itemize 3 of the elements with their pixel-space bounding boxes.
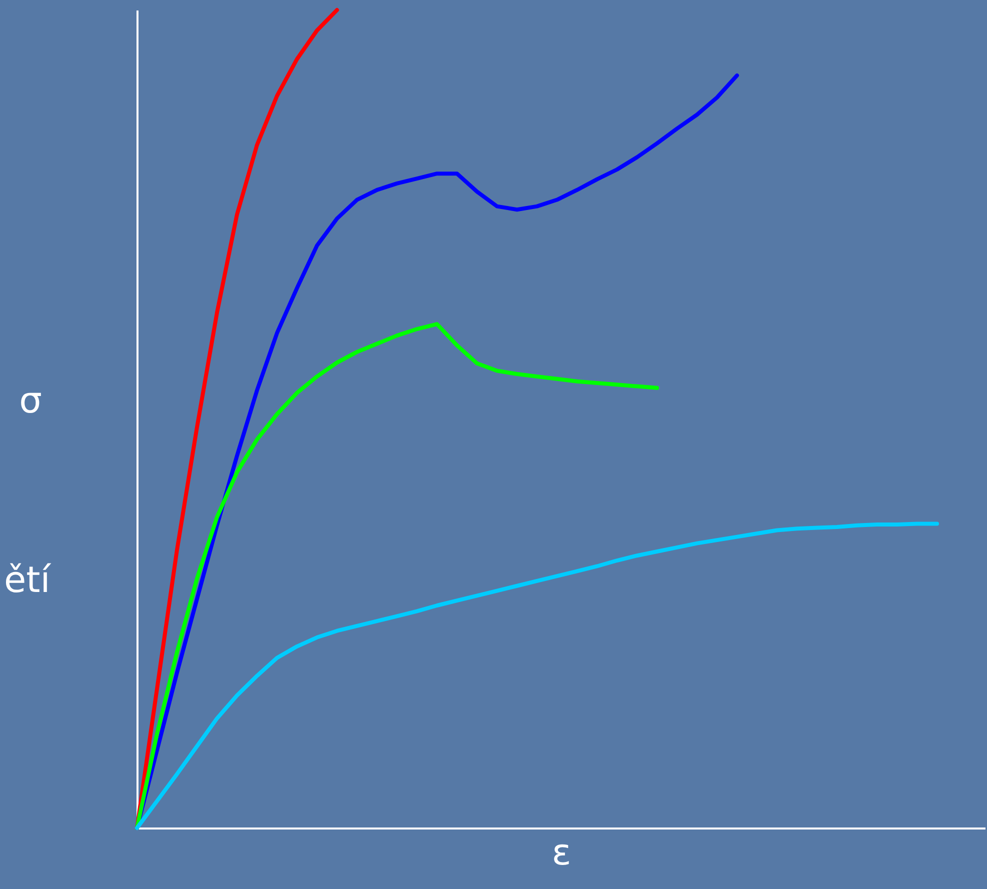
- x-axis-title: ε: [552, 832, 572, 874]
- text: ětí: [4, 560, 50, 601]
- y-axis-title: σ: [19, 380, 42, 422]
